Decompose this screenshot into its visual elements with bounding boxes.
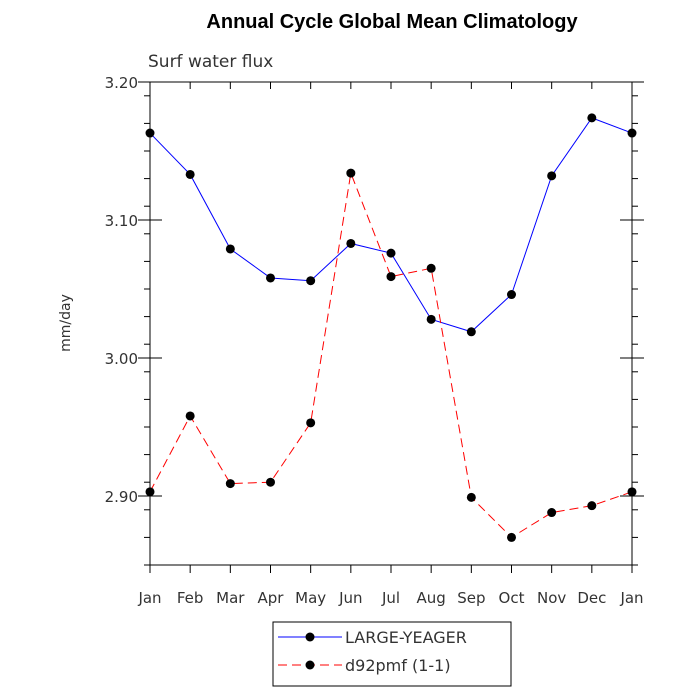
series-1-point (627, 128, 637, 138)
series-2-point (507, 532, 516, 542)
series-2-point (627, 487, 637, 497)
x-tick-label: May (295, 589, 326, 607)
x-tick-labels: Jan Feb Mar Apr May Jun Jul Aug Sep Oct Nov Dec Jan (137, 589, 643, 607)
series-1-point (145, 128, 155, 138)
legend-box (272, 621, 512, 687)
x-tick-label: Aug (417, 589, 446, 607)
series-2-point (225, 479, 235, 489)
x-tick-label: Apr (258, 589, 285, 607)
series-1-point (466, 327, 476, 337)
series-1-point (266, 273, 275, 283)
series-group (145, 113, 637, 542)
series-2-point (547, 508, 557, 518)
legend-label-1: LARGE-YEAGER (345, 628, 467, 647)
x-tick-label: Jan (619, 589, 643, 607)
series-1-point (547, 171, 557, 181)
chart-title: Annual Cycle Global Mean Climatology (206, 11, 578, 33)
y-tick-label: 3.20 (105, 74, 138, 92)
x-tick-label: Jun (338, 589, 362, 607)
series-2-point (145, 487, 155, 497)
x-tick-label: Oct (499, 589, 525, 607)
series-1-point (507, 290, 516, 300)
series-1-point (225, 244, 235, 254)
y-axis-label: mm/day (58, 294, 74, 352)
axis-ticks (138, 81, 644, 573)
series-2-point (185, 411, 195, 421)
y-tick-labels: 2.90 3.00 3.10 3.20 (105, 74, 138, 506)
series-1-point (306, 276, 316, 286)
chart-subtitle: Surf water flux (148, 52, 273, 72)
x-tick-label: Jul (381, 589, 400, 607)
y-tick-label: 3.00 (105, 350, 138, 368)
series-2-point (466, 492, 476, 502)
x-tick-label: Dec (577, 589, 606, 607)
series-2-point (426, 263, 436, 273)
series-1-point (386, 248, 396, 258)
series-line-2 (149, 171, 633, 539)
series-1-point (426, 314, 436, 324)
y-tick-label: 2.90 (105, 488, 138, 506)
series-2-point (587, 501, 597, 511)
x-tick-label: Feb (177, 589, 204, 607)
legend: LARGE-YEAGER d92pmf (1-1) (272, 621, 512, 687)
series-2-point (266, 477, 275, 487)
y-tick-label: 3.10 (105, 212, 138, 230)
x-tick-label: Mar (216, 589, 245, 607)
legend-marker-1 (305, 632, 315, 642)
legend-marker-2 (305, 660, 315, 670)
legend-label-2: d92pmf (1-1) (345, 656, 451, 675)
series-2-point (306, 418, 316, 428)
x-tick-label: Nov (537, 589, 566, 607)
series-2-point (346, 168, 356, 178)
series-2-point (386, 272, 396, 282)
x-tick-label: Jan (137, 589, 161, 607)
series-1-point (346, 238, 356, 248)
series-line-1 (149, 117, 633, 333)
series-1-point (185, 169, 195, 179)
x-tick-label: Sep (457, 589, 485, 607)
plot-frame (149, 81, 633, 566)
series-1-point (587, 113, 597, 123)
